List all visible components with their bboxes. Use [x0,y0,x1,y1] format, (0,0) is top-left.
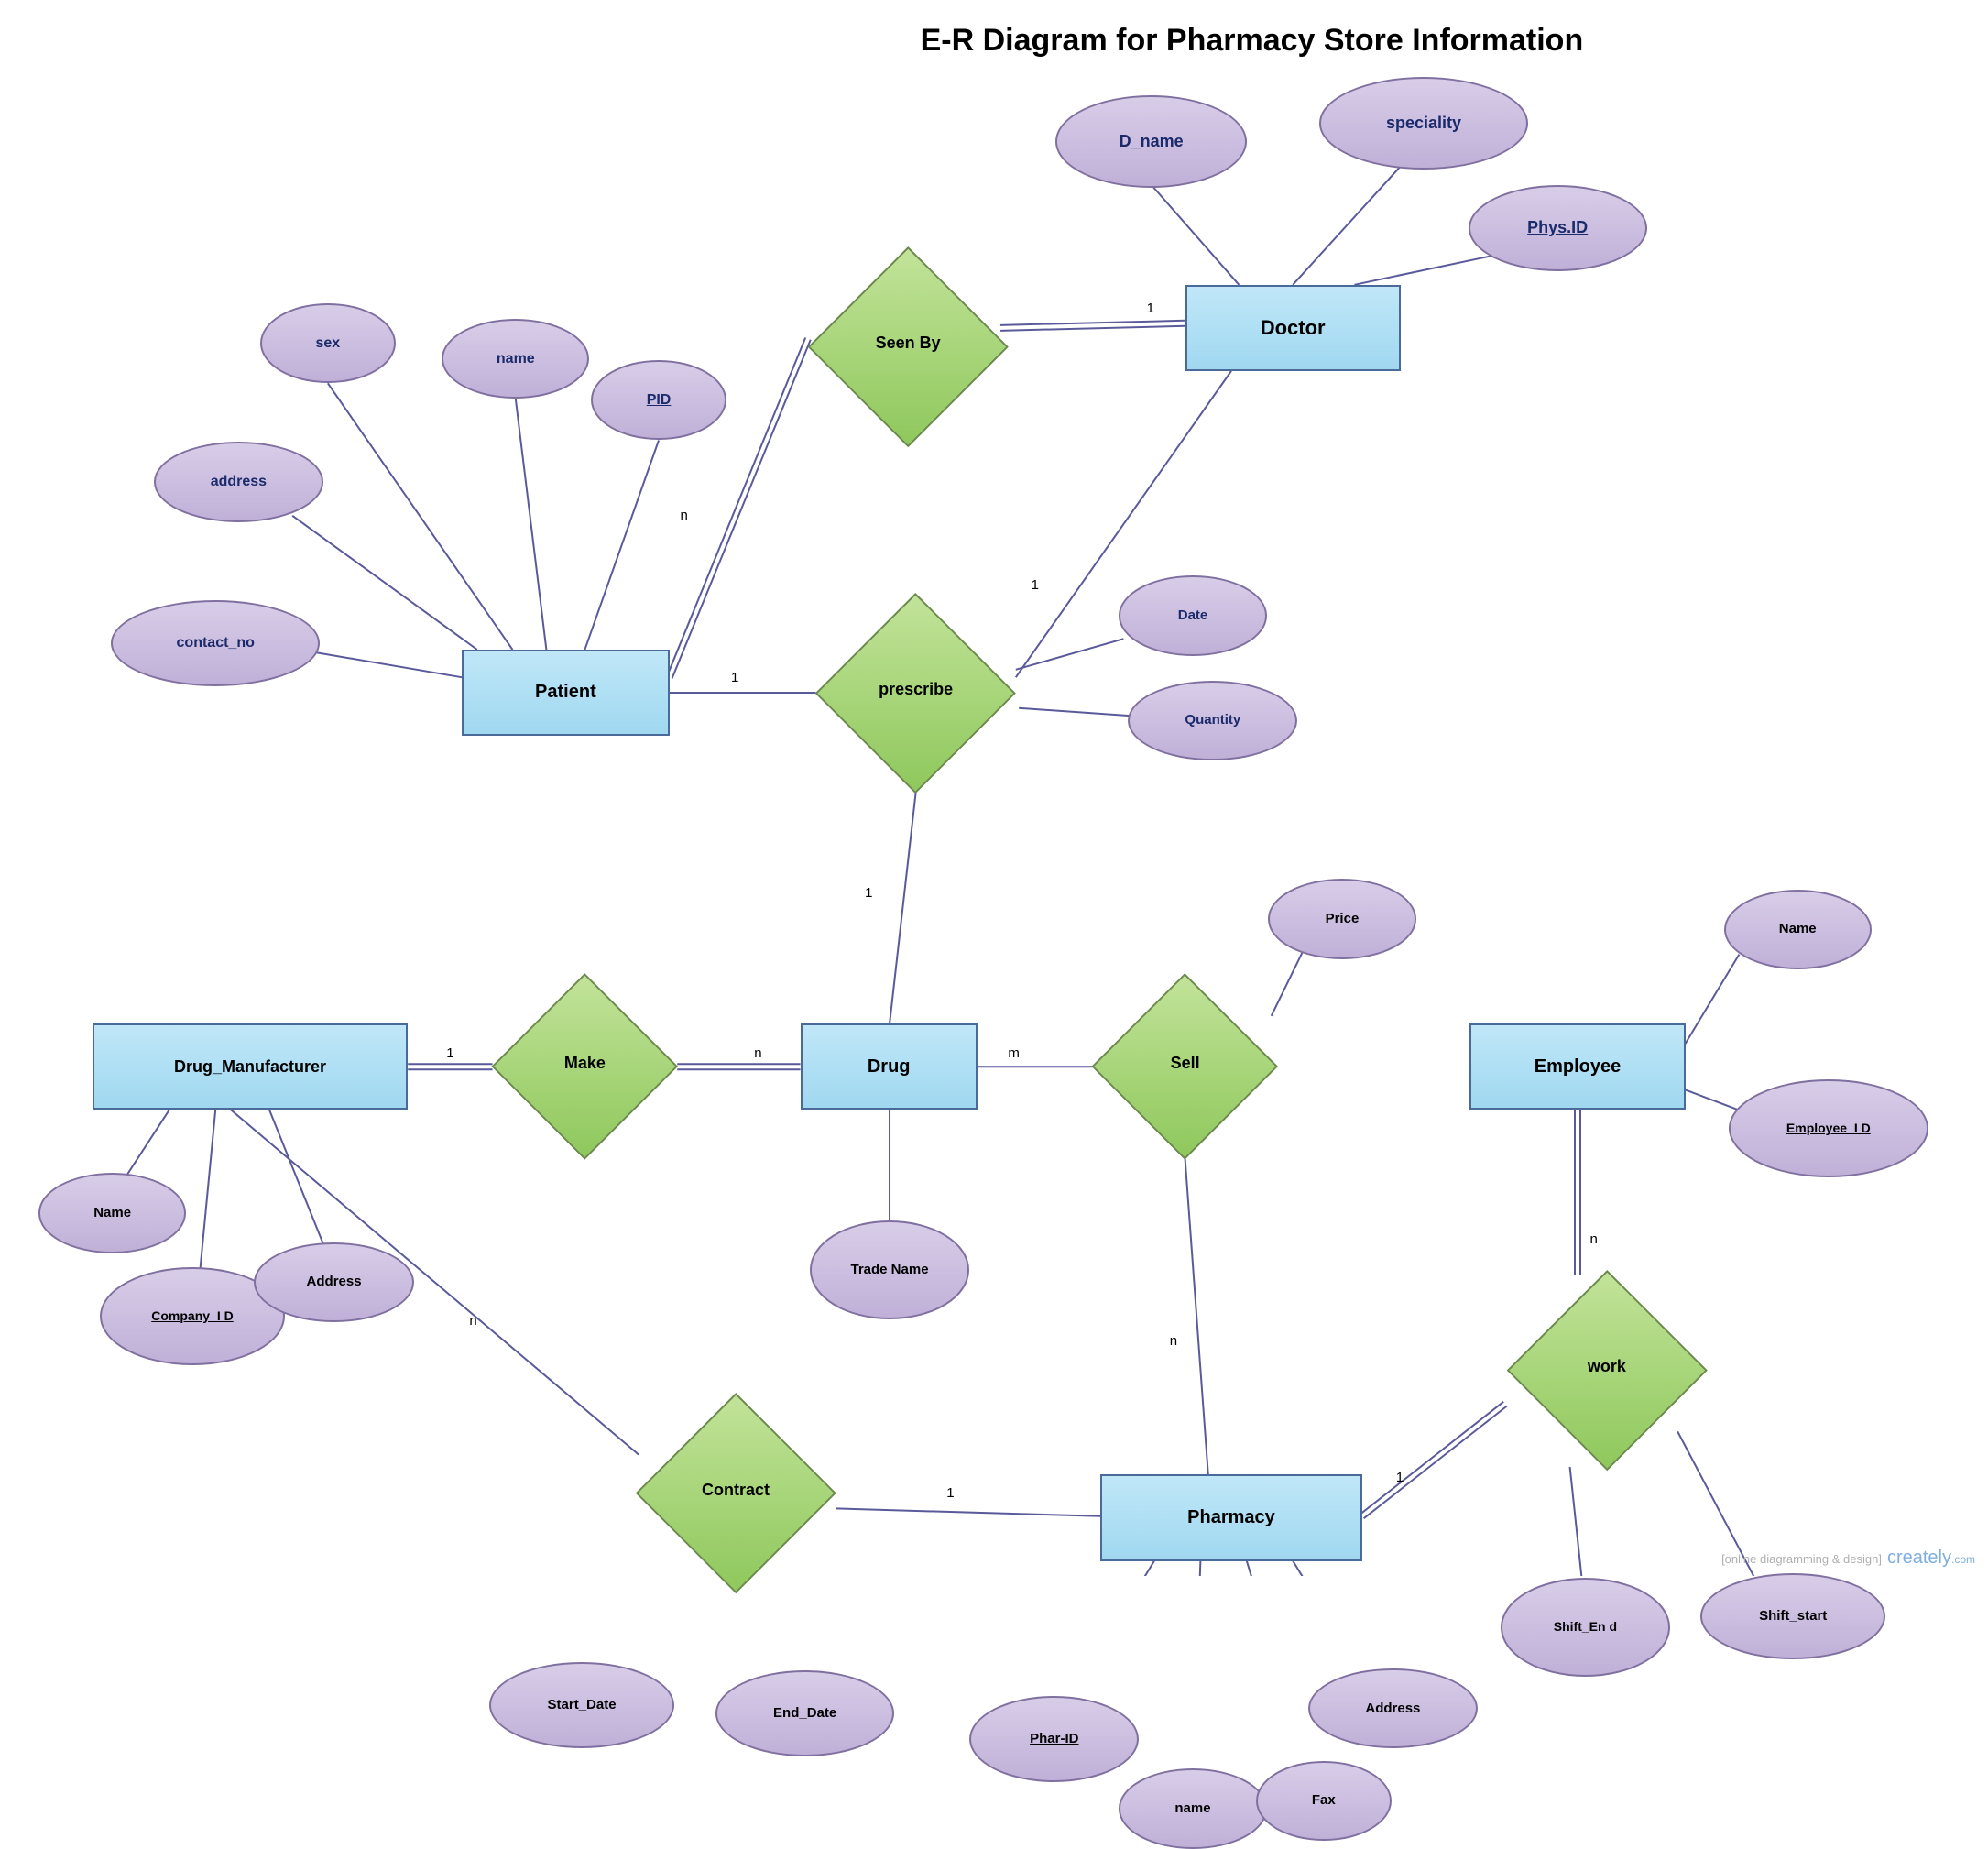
attribute-tradename: Trade Name [810,1220,970,1319]
cardinality-label: n [1170,1333,1177,1349]
cardinality-label: 1 [946,1485,954,1501]
entity-patient: Patient [462,650,670,736]
relationship-make [491,973,678,1160]
entity-drugmfr: Drug_Manufacturer [93,1023,408,1110]
attribute-speciality: speciality [1319,77,1528,170]
cardinality-label: 1 [865,885,872,901]
cardinality-label: n [1589,1231,1597,1247]
relationship-work [1507,1270,1708,1471]
cardinality-label: 1 [446,1045,453,1061]
attribute-shiftend: Shift_En d [1501,1578,1670,1677]
relationship-prescribe [815,593,1016,793]
cardinality-label: n [754,1045,761,1061]
attribute-startdate: Start_Date [489,1662,674,1748]
attribute-pid: PID [591,360,726,440]
cardinality-label: 1 [1147,301,1154,316]
attribute-physid: Phys.ID [1469,185,1647,271]
attribute-maddr: Address [254,1242,414,1322]
attribute-pharid: Phar-ID [969,1696,1139,1782]
cardinality-label: n [681,508,688,523]
attribute-dname: D_name [1055,95,1246,188]
relationship-sell [1091,973,1278,1160]
attribute-empid: Employee_I D [1729,1079,1928,1178]
cardinality-label: n [469,1313,476,1329]
relationship-seenby [808,246,1009,447]
attribute-paddr: address [154,442,323,521]
attribute-phname: name [1119,1768,1266,1848]
attribute-mname: Name [38,1173,186,1253]
entity-pharmacy: Pharmacy [1100,1474,1362,1560]
attribute-phfax: Fax [1256,1761,1392,1841]
cardinality-label: 1 [1032,577,1039,593]
cardinality-label: m [1008,1045,1020,1061]
er-diagram-canvas: E-R Diagram for Pharmacy Store Informati… [0,0,1988,1576]
attribute-contact: contact_no [111,600,320,686]
attribute-enddate: End_Date [715,1670,894,1756]
creately-watermark: [online diagramming & design]creately.co… [1721,1548,1975,1569]
attribute-prdate: Date [1119,575,1266,655]
entity-drug: Drug [801,1023,978,1110]
cardinality-label: 1 [1396,1470,1404,1485]
attribute-ename: Name [1724,890,1872,969]
attribute-prqty: Quantity [1128,681,1297,760]
diagram-title: E-R Diagram for Pharmacy Store Informati… [921,23,1584,59]
attribute-price: Price [1268,879,1415,958]
cardinality-label: 1 [731,670,738,685]
attribute-pname: name [442,319,589,399]
attribute-phaddr: Address [1308,1668,1478,1748]
relationship-contract [636,1393,836,1593]
attribute-sex: sex [260,303,396,383]
entity-employee: Employee [1469,1023,1685,1110]
edges-layer [0,0,1988,1576]
attribute-shiftstart: Shift_start [1700,1573,1885,1659]
entity-doctor: Doctor [1185,285,1401,371]
